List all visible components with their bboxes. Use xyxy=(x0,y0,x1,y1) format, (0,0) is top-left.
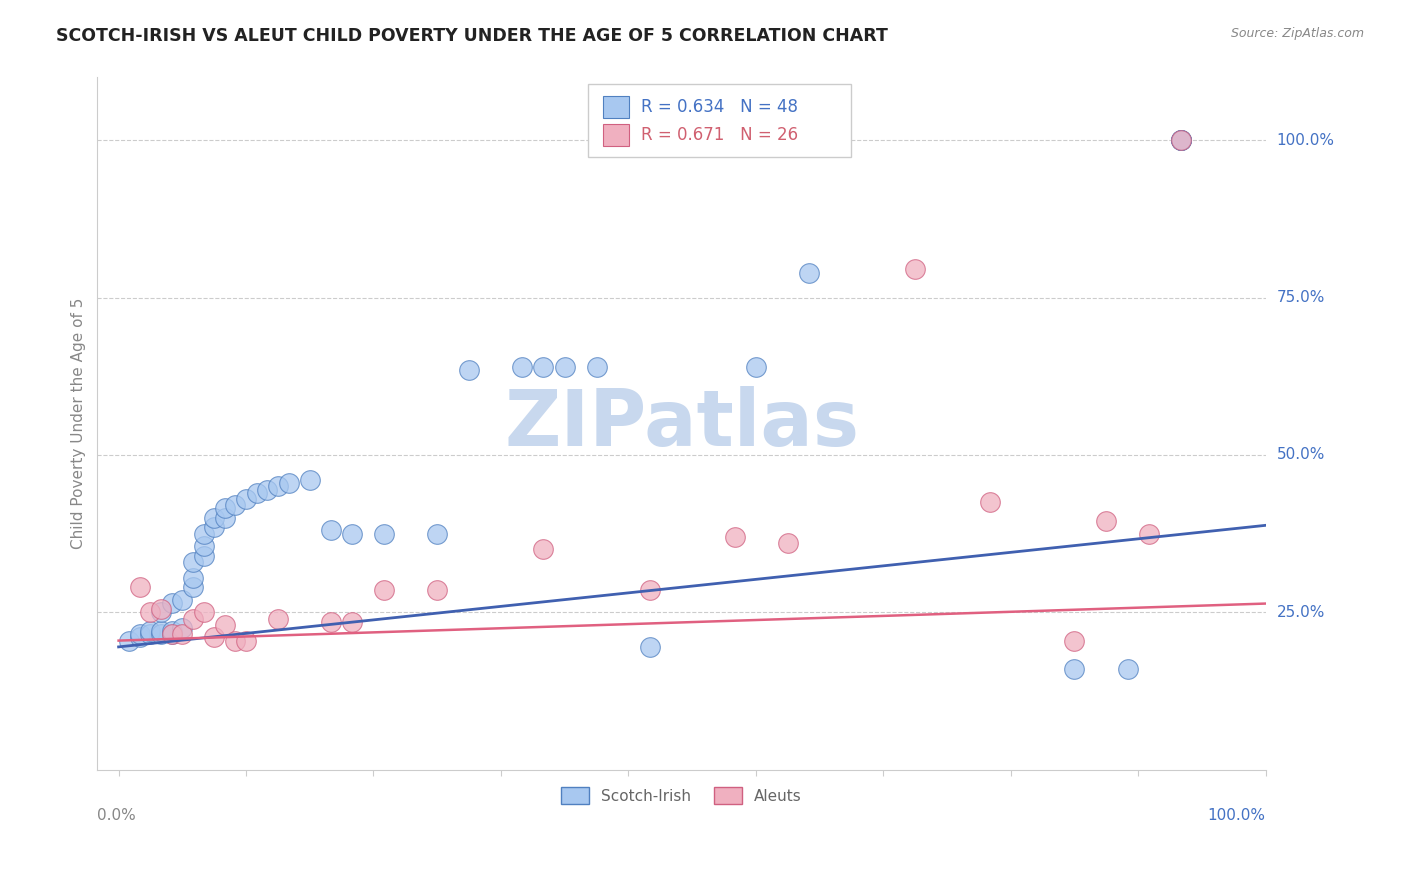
Point xyxy=(319,615,342,629)
Point xyxy=(277,476,299,491)
Point xyxy=(181,611,204,625)
Point xyxy=(776,536,799,550)
Text: 0.0%: 0.0% xyxy=(97,808,136,823)
Point xyxy=(172,592,194,607)
Point xyxy=(118,633,141,648)
Point xyxy=(426,526,449,541)
Point xyxy=(224,633,246,648)
Point xyxy=(139,627,162,641)
Point xyxy=(224,498,246,512)
Point xyxy=(172,627,194,641)
Point xyxy=(458,363,481,377)
Point xyxy=(1170,133,1192,147)
Point xyxy=(267,611,290,625)
Point xyxy=(202,631,225,645)
Point xyxy=(1170,133,1192,147)
Point xyxy=(214,511,236,525)
Point xyxy=(373,526,395,541)
Point xyxy=(139,624,162,639)
Point xyxy=(342,615,364,629)
Point xyxy=(193,549,215,563)
FancyBboxPatch shape xyxy=(588,85,851,157)
Point xyxy=(160,596,183,610)
Point xyxy=(172,621,194,635)
Point xyxy=(181,571,204,585)
Text: R = 0.634   N = 48: R = 0.634 N = 48 xyxy=(641,98,797,116)
Y-axis label: Child Poverty Under the Age of 5: Child Poverty Under the Age of 5 xyxy=(72,298,86,549)
Point xyxy=(723,530,745,544)
Point xyxy=(246,485,269,500)
Point xyxy=(533,359,555,374)
Legend: Scotch-Irish, Aleuts: Scotch-Irish, Aleuts xyxy=(555,780,807,811)
Point xyxy=(214,618,236,632)
Point xyxy=(585,359,607,374)
Point xyxy=(128,580,150,594)
Point xyxy=(554,359,576,374)
Point xyxy=(1095,514,1118,528)
Point xyxy=(181,555,204,569)
Point xyxy=(533,542,555,557)
Text: R = 0.671   N = 26: R = 0.671 N = 26 xyxy=(641,126,797,144)
Point xyxy=(202,520,225,534)
Text: 100.0%: 100.0% xyxy=(1208,808,1265,823)
Point xyxy=(1063,662,1085,676)
Point xyxy=(510,359,533,374)
Point xyxy=(128,627,150,641)
Bar xyxy=(603,96,628,119)
Point xyxy=(904,262,927,277)
Point xyxy=(160,627,183,641)
Text: SCOTCH-IRISH VS ALEUT CHILD POVERTY UNDER THE AGE OF 5 CORRELATION CHART: SCOTCH-IRISH VS ALEUT CHILD POVERTY UNDE… xyxy=(56,27,889,45)
Point xyxy=(150,624,173,639)
Point xyxy=(160,624,183,639)
Point xyxy=(1137,526,1160,541)
Point xyxy=(202,511,225,525)
Text: 25.0%: 25.0% xyxy=(1277,605,1324,620)
Point xyxy=(319,524,342,538)
Point xyxy=(150,605,173,619)
Point xyxy=(139,605,162,619)
Point xyxy=(979,495,1001,509)
Point xyxy=(1170,133,1192,147)
Point xyxy=(426,583,449,598)
Point xyxy=(638,640,661,654)
Point xyxy=(298,473,321,487)
Point xyxy=(797,265,820,279)
Text: Source: ZipAtlas.com: Source: ZipAtlas.com xyxy=(1230,27,1364,40)
Point xyxy=(1063,633,1085,648)
Point xyxy=(373,583,395,598)
Bar xyxy=(603,124,628,146)
Point xyxy=(235,633,257,648)
Point xyxy=(342,526,364,541)
Text: ZIPatlas: ZIPatlas xyxy=(503,385,859,461)
Text: 100.0%: 100.0% xyxy=(1277,133,1334,148)
Point xyxy=(193,605,215,619)
Point xyxy=(160,627,183,641)
Text: 75.0%: 75.0% xyxy=(1277,290,1324,305)
Point xyxy=(193,539,215,553)
Point xyxy=(1170,133,1192,147)
Point xyxy=(150,602,173,616)
Point xyxy=(214,501,236,516)
Point xyxy=(128,631,150,645)
Point xyxy=(267,479,290,493)
Point xyxy=(193,526,215,541)
Point xyxy=(1116,662,1139,676)
Text: 50.0%: 50.0% xyxy=(1277,448,1324,462)
Point xyxy=(1170,133,1192,147)
Point xyxy=(256,483,278,497)
Point xyxy=(638,583,661,598)
Point xyxy=(150,627,173,641)
Point xyxy=(745,359,768,374)
Point xyxy=(181,580,204,594)
Point xyxy=(235,491,257,506)
